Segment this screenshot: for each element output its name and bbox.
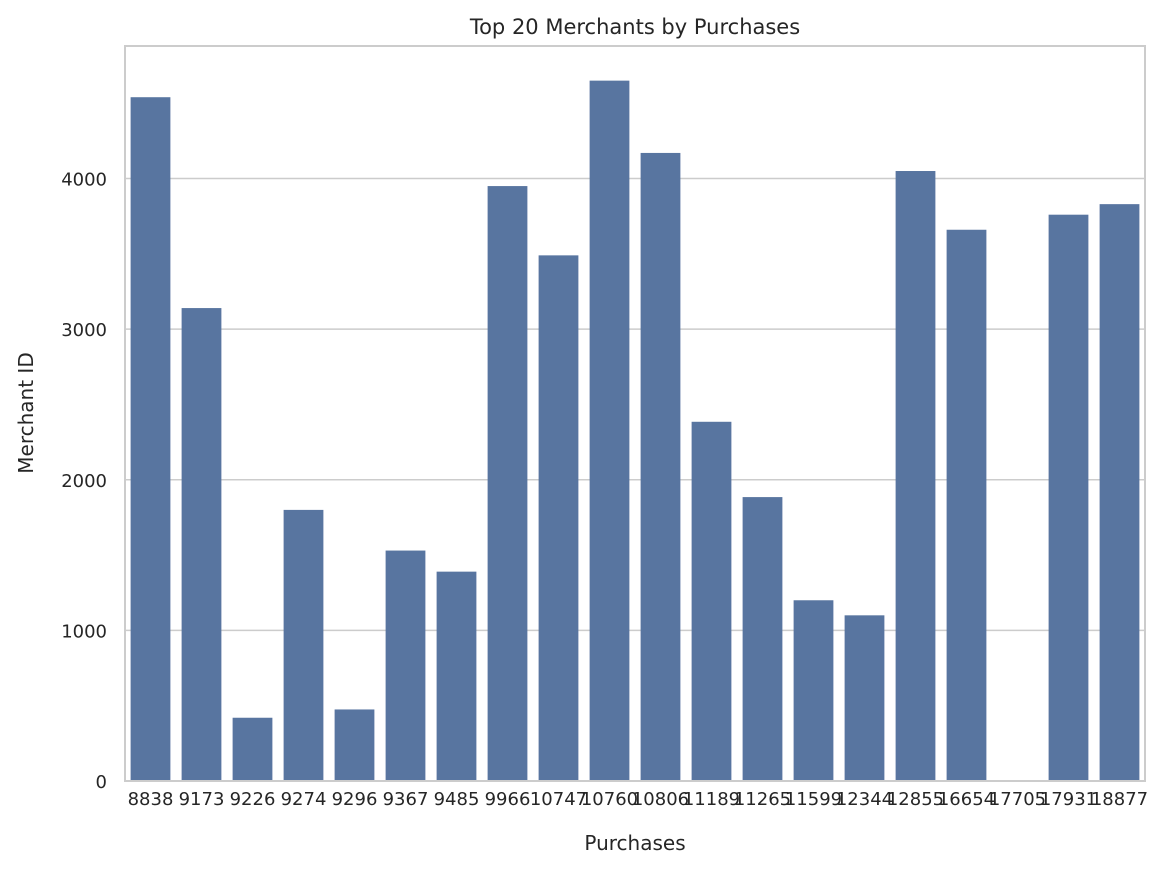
bar	[436, 571, 477, 781]
bar	[742, 497, 783, 781]
x-tick-label: 9367	[383, 789, 429, 810]
plot-frame	[124, 45, 1146, 782]
bar	[1099, 204, 1140, 781]
x-tick-label: 9485	[434, 789, 480, 810]
x-tick-label: 12344	[836, 789, 893, 810]
y-tick-label: 1000	[61, 621, 107, 642]
bar	[1048, 214, 1089, 781]
x-axis-label: Purchases	[584, 831, 685, 855]
bar	[844, 615, 885, 781]
x-tick-label: 11189	[683, 789, 740, 810]
bar	[130, 97, 171, 782]
grid-lines	[125, 177, 1145, 782]
y-tick-label: 0	[96, 772, 107, 793]
x-tick-label: 18877	[1091, 789, 1148, 810]
x-tick-label: 9173	[179, 789, 225, 810]
bar	[181, 308, 222, 781]
bar	[640, 152, 681, 782]
x-tick-label: 11599	[785, 789, 842, 810]
x-tick-labels: 8838 9173 9226 9274 9296 9367 9485 9966 10747107…	[128, 789, 1149, 810]
x-tick-label: 12855	[887, 789, 944, 810]
bar	[793, 600, 834, 781]
x-tick-label: 11265	[734, 789, 791, 810]
y-axis-label: Merchant ID	[14, 352, 38, 473]
y-tick-label: 2000	[61, 471, 107, 492]
x-tick-label: 16654	[938, 789, 995, 810]
y-tick-label: 4000	[61, 170, 107, 191]
y-tick-labels: 0 1000 2000 3000 4000	[61, 170, 107, 793]
bar	[334, 709, 375, 781]
bar	[283, 509, 324, 781]
x-tick-label: 17931	[1040, 789, 1097, 810]
x-tick-label: 10747	[530, 789, 587, 810]
bar	[232, 717, 273, 781]
bar	[589, 80, 630, 781]
bar	[946, 229, 987, 781]
y-tick-label: 3000	[61, 320, 107, 341]
x-tick-label: 9274	[281, 789, 327, 810]
bars	[130, 80, 1140, 782]
x-tick-label: 9296	[332, 789, 378, 810]
x-tick-label: 8838	[128, 789, 174, 810]
chart-title: Top 20 Merchants by Purchases	[469, 15, 800, 39]
x-tick-label: 10760	[581, 789, 638, 810]
bar	[895, 171, 936, 781]
x-tick-label: 9226	[230, 789, 276, 810]
x-tick-label: 10806	[632, 789, 689, 810]
bar	[538, 255, 579, 782]
x-tick-label: 17705	[989, 789, 1046, 810]
bar	[385, 550, 426, 781]
x-tick-label: 9966	[485, 789, 531, 810]
bar	[487, 186, 528, 781]
bar	[691, 421, 732, 781]
